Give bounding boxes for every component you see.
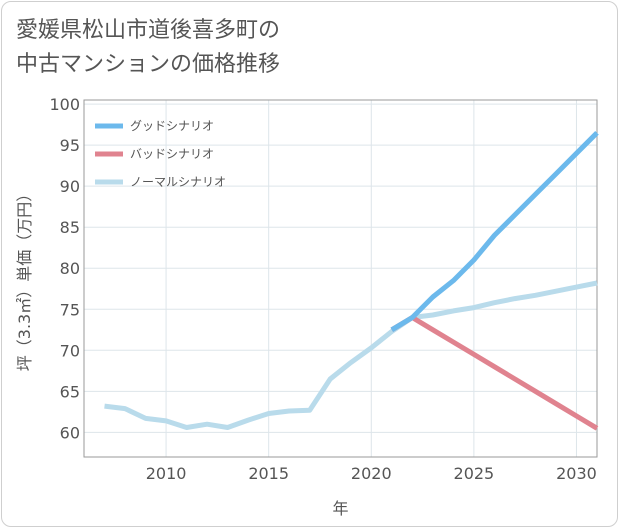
legend-label: ノーマルシナリオ xyxy=(130,175,226,189)
series-line-2 xyxy=(104,280,598,430)
series-line-0 xyxy=(390,131,599,332)
chart-title: 愛媛県松山市道後喜多町の 中古マンションの価格推移 xyxy=(16,18,281,77)
y-tick-label: 75 xyxy=(60,300,80,319)
y-tick-label: 60 xyxy=(60,423,80,442)
legend-label: グッドシナリオ xyxy=(130,119,214,133)
y-tick-label: 65 xyxy=(60,382,80,401)
y-tick-label: 90 xyxy=(60,177,80,196)
y-tick-label: 70 xyxy=(60,341,80,360)
x-tick-label: 2010 xyxy=(146,464,187,483)
y-tick-label: 100 xyxy=(49,95,80,114)
series-layer xyxy=(104,131,599,431)
x-tick-label: 2020 xyxy=(351,464,392,483)
y-tick-label: 85 xyxy=(60,218,80,237)
x-axis-title: 年 xyxy=(332,499,348,518)
y-tick-label: 80 xyxy=(60,259,80,278)
y-tick-label: 95 xyxy=(60,136,80,155)
legend-label: バッドシナリオ xyxy=(130,147,214,161)
plot-border xyxy=(83,99,598,458)
y-axis-title: 坪（3.3㎡）単価（万円） xyxy=(15,186,34,371)
grid-layer xyxy=(84,100,597,457)
x-tick-label: 2015 xyxy=(248,464,289,483)
series-line-1 xyxy=(390,315,599,431)
x-tick-label: 2030 xyxy=(556,464,597,483)
axes-layer: 60 65 70 75 80 85 90 95 100 2010 2015 2020 2025 2030 xyxy=(49,95,598,483)
x-tick-label: 2025 xyxy=(454,464,495,483)
